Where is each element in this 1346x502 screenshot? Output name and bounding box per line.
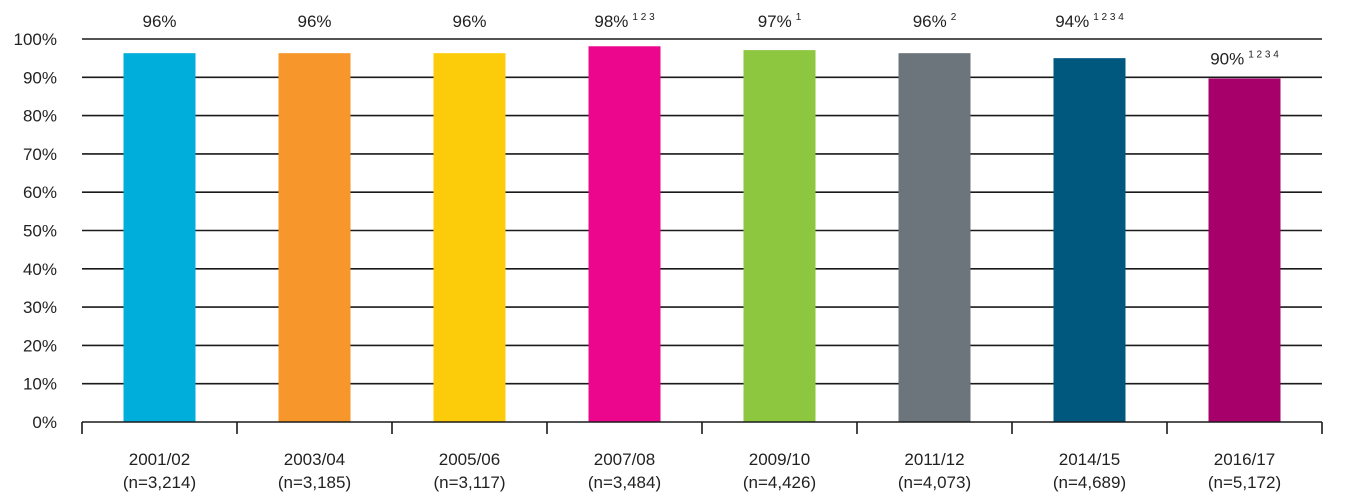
x-category-sample-size: (n=3,214) <box>123 473 196 492</box>
y-tick-label: 20% <box>23 336 57 355</box>
value-label-text: 96% <box>913 12 947 31</box>
value-label-text: 96% <box>142 12 176 31</box>
value-label-text: 96% <box>452 12 486 31</box>
bars <box>123 46 1281 423</box>
gridlines <box>82 38 1322 385</box>
x-category-label: 2005/06 <box>439 450 500 469</box>
y-tick-label: 70% <box>23 145 57 164</box>
value-label: 94% 1 2 3 4 <box>1055 12 1124 31</box>
value-label: 96% <box>297 12 331 31</box>
x-category-sample-size: (n=3,484) <box>588 473 661 492</box>
y-tick-label: 0% <box>32 413 57 432</box>
x-category-sample-size: (n=4,073) <box>898 473 971 492</box>
value-label-footnote: 1 2 3 4 <box>1248 49 1279 60</box>
x-category-label: 2014/15 <box>1059 450 1120 469</box>
x-category-label: 2009/10 <box>749 450 810 469</box>
y-tick-label: 90% <box>23 68 57 87</box>
value-label: 96% <box>142 12 176 31</box>
x-axis <box>81 421 1323 434</box>
value-label: 98% 1 2 3 <box>594 12 655 31</box>
value-label-text: 90% <box>1210 49 1244 68</box>
value-label-text: 97% <box>758 12 792 31</box>
bar-2005-06 <box>433 53 506 423</box>
value-label: 90% 1 2 3 4 <box>1210 49 1279 68</box>
value-label-footnote: 1 <box>796 12 802 23</box>
y-tick-label: 80% <box>23 107 57 126</box>
value-label: 96% 2 <box>913 12 957 31</box>
bar-2003-04 <box>278 53 351 423</box>
value-label: 96% <box>452 12 486 31</box>
bar-2009-10 <box>743 50 816 423</box>
x-category-sample-size: (n=3,117) <box>434 473 506 492</box>
x-category-label: 2007/08 <box>594 450 655 469</box>
y-tick-label: 10% <box>23 375 57 394</box>
x-category-sample-size: (n=5,172) <box>1208 473 1281 492</box>
bar-2007-08 <box>588 46 661 422</box>
value-label: 97% 1 <box>758 12 802 31</box>
value-label-text: 96% <box>297 12 331 31</box>
x-category-label: 2003/04 <box>284 450 345 469</box>
y-tick-label: 100% <box>14 30 57 49</box>
bar-2011-12 <box>898 53 971 423</box>
x-category-sample-size: (n=3,185) <box>278 473 351 492</box>
bar-2001-02 <box>123 53 196 423</box>
value-label-text: 98% <box>594 12 628 31</box>
x-category-sample-size: (n=4,689) <box>1053 473 1126 492</box>
labels: 0% 10% 20% 30% 40% 50% 60% 70% 80% 90% 100% 2001/02… <box>14 12 1282 492</box>
x-category-label: 2001/02 <box>129 450 190 469</box>
x-category-label: 2016/17 <box>1214 450 1275 469</box>
value-label-footnote: 1 2 3 4 <box>1093 12 1124 23</box>
value-label-footnote: 1 2 3 <box>632 12 655 23</box>
value-label-text: 94% <box>1055 12 1089 31</box>
value-label-footnote: 2 <box>951 12 957 23</box>
bar-2016-17 <box>1208 78 1281 422</box>
y-tick-label: 50% <box>23 222 57 241</box>
y-tick-label: 30% <box>23 298 57 317</box>
x-category-label: 2011/12 <box>904 450 964 469</box>
y-tick-label: 40% <box>23 260 57 279</box>
y-tick-label: 60% <box>23 183 57 202</box>
bar-2014-15 <box>1053 58 1126 423</box>
x-category-sample-size: (n=4,426) <box>743 473 816 492</box>
